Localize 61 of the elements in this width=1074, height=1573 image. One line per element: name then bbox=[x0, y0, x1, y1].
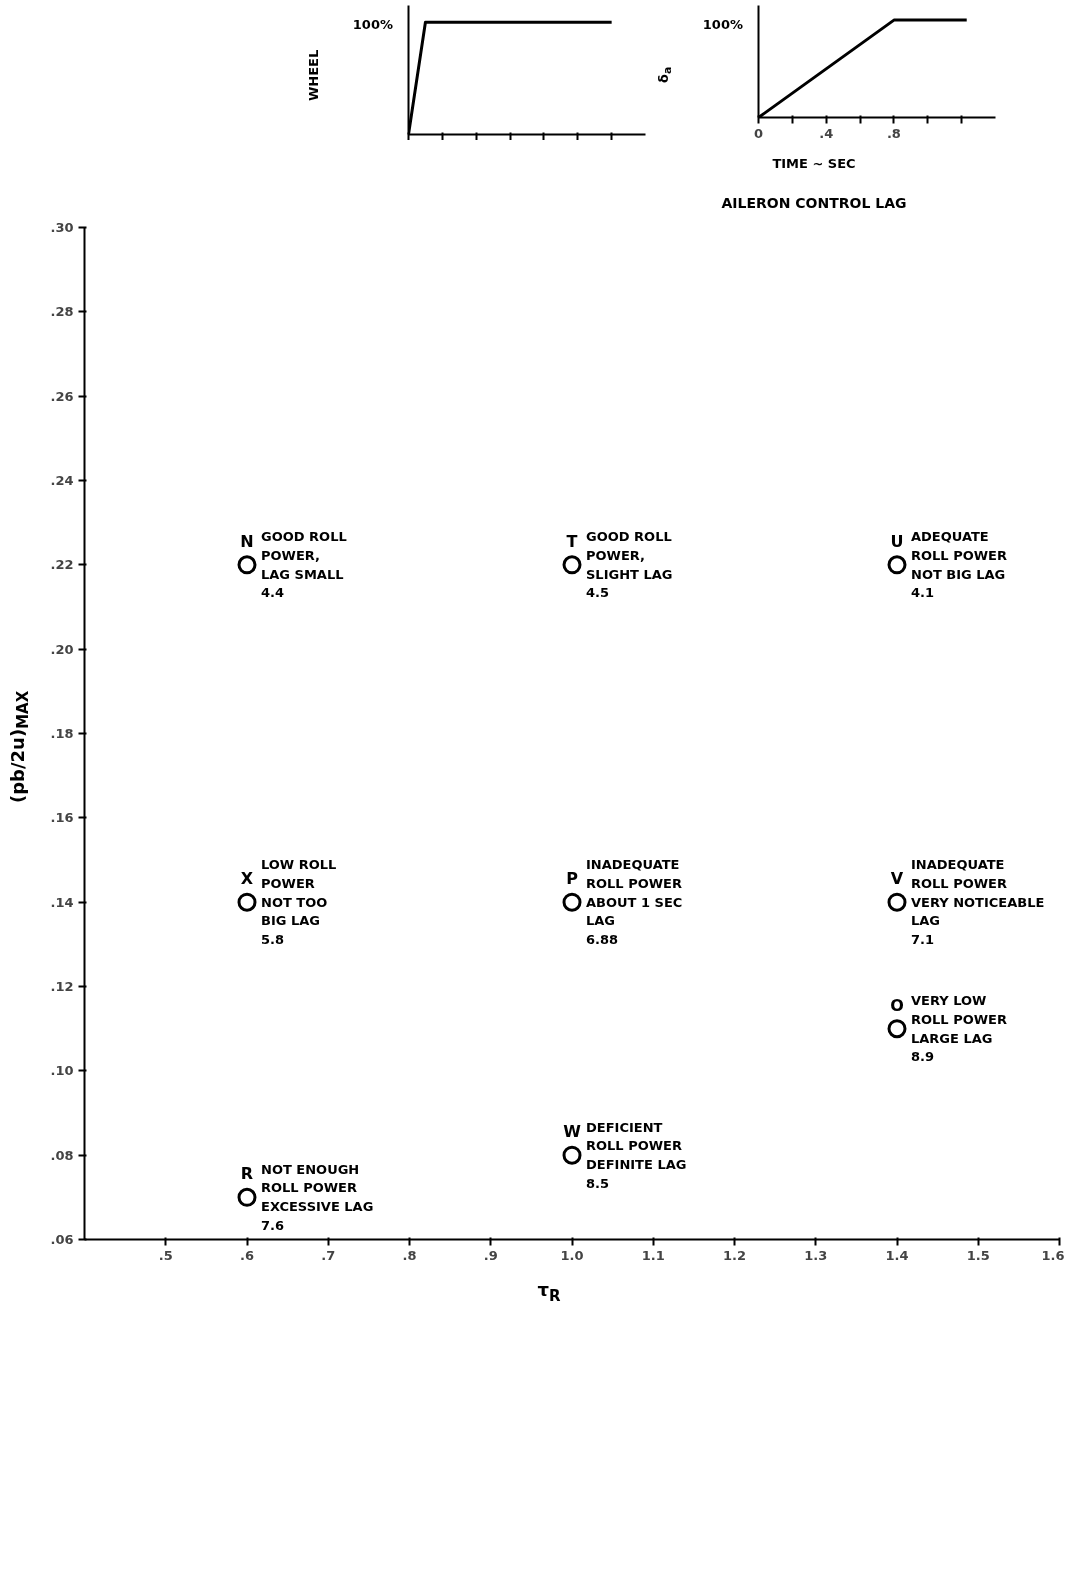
x-tick-label: .8 bbox=[886, 125, 901, 141]
point bbox=[562, 1145, 582, 1165]
y-tick-label: .14 bbox=[50, 894, 74, 910]
y-tick-label: .28 bbox=[50, 304, 74, 320]
annotation: NOT ENOUGH ROLL POWER EXCESSIVE LAG 7.6 bbox=[261, 1161, 374, 1233]
annotation: VERY LOW ROLL POWER LARGE LAG 8.9 bbox=[911, 993, 1007, 1065]
annotation: U bbox=[890, 531, 904, 551]
y-tick-label: .10 bbox=[50, 1063, 74, 1079]
y-tick-label: .26 bbox=[50, 388, 74, 404]
annotation: N bbox=[240, 531, 254, 551]
x-tick-label: .7 bbox=[321, 1247, 336, 1263]
x-tick-label: 0 bbox=[753, 125, 764, 141]
x-tick-label: .4 bbox=[819, 125, 834, 141]
y-axis-title: WHEEL bbox=[305, 48, 322, 103]
annotation: INADEQUATE ROLL POWER ABOUT 1 SEC LAG 6.88 bbox=[586, 857, 683, 948]
annotation: O bbox=[890, 995, 904, 1015]
y-tick-label: .22 bbox=[50, 557, 74, 573]
annotation: INADEQUATE ROLL POWER VERY NOTICEABLE LAG 7.1 bbox=[911, 857, 1045, 948]
annotation: P bbox=[566, 869, 579, 889]
x-tick-label: .5 bbox=[158, 1247, 173, 1263]
annotation: T bbox=[566, 531, 578, 551]
x-tick-label: 1.1 bbox=[641, 1247, 665, 1263]
x-tick-label: .9 bbox=[483, 1247, 498, 1263]
y-tick-label: .20 bbox=[50, 641, 74, 657]
point bbox=[887, 892, 907, 912]
x-axis-title: τ$_{R}$ bbox=[536, 1278, 562, 1307]
y-tick-label: .06 bbox=[50, 1232, 74, 1247]
x-tick-label: 1.3 bbox=[804, 1247, 828, 1263]
x-tick-label: .6 bbox=[240, 1247, 254, 1263]
point bbox=[887, 555, 907, 575]
x-tick-label: 1.6 bbox=[1041, 1247, 1065, 1263]
x-tick-label: 1.4 bbox=[885, 1247, 909, 1263]
x-tick-label: .8 bbox=[402, 1247, 417, 1263]
text: 100% bbox=[351, 16, 393, 34]
y-tick-label: .18 bbox=[50, 726, 74, 741]
point bbox=[562, 892, 582, 912]
point bbox=[562, 555, 582, 575]
text: 100% bbox=[701, 16, 743, 34]
annotation: DEFICIENT ROLL POWER DEFINITE LAG 8.5 bbox=[586, 1119, 687, 1191]
point bbox=[237, 555, 257, 575]
annotation: GOOD ROLL POWER, SLIGHT LAG 4.5 bbox=[586, 529, 673, 601]
annotation: ADEQUATE ROLL POWER NOT BIG LAG 4.1 bbox=[911, 529, 1007, 601]
annotation: X bbox=[240, 869, 254, 889]
point bbox=[237, 1187, 257, 1207]
x-tick-label: 1.0 bbox=[560, 1247, 584, 1263]
point bbox=[237, 892, 257, 912]
x-tick-label: 1.2 bbox=[722, 1247, 747, 1263]
point bbox=[887, 1019, 907, 1039]
annotation: GOOD ROLL POWER, LAG SMALL 4.4 bbox=[261, 529, 347, 601]
annotation: LOW ROLL POWER NOT TOO BIG LAG 5.8 bbox=[261, 857, 337, 948]
annotation: V bbox=[890, 869, 904, 889]
annotation: R bbox=[240, 1164, 254, 1184]
y-tick-label: .24 bbox=[50, 473, 74, 488]
y-tick-label: .08 bbox=[50, 1147, 74, 1163]
y-tick-label: .12 bbox=[50, 979, 74, 994]
y-tick-label: .16 bbox=[50, 810, 74, 826]
text: AILERON CONTROL LAG bbox=[720, 194, 908, 213]
x-axis-title: TIME ~ SEC bbox=[771, 155, 857, 173]
y-tick-label: .30 bbox=[50, 220, 74, 235]
annotation: W bbox=[563, 1122, 582, 1142]
x-tick-label: 1.5 bbox=[966, 1247, 990, 1263]
